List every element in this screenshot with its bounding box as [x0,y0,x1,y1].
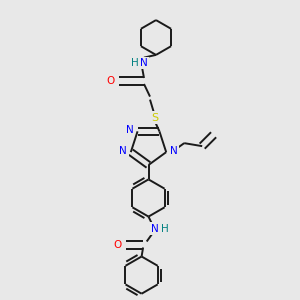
Text: H: H [131,58,139,68]
Text: O: O [113,240,122,250]
Text: N: N [119,146,127,156]
Text: H: H [161,224,169,234]
Text: N: N [170,146,178,156]
Text: N: N [151,224,159,234]
Text: S: S [151,112,158,123]
Text: N: N [126,125,134,135]
Text: N: N [140,58,148,68]
Text: O: O [106,76,115,86]
